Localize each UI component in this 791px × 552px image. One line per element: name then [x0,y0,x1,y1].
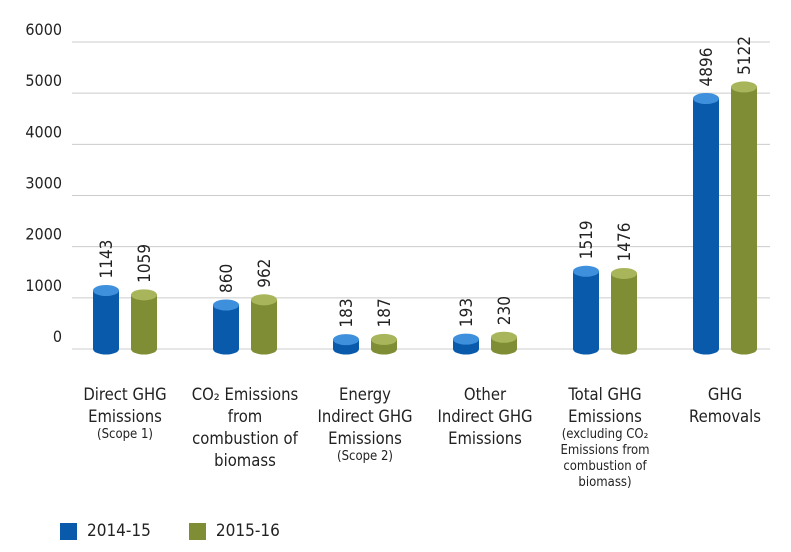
bar-base [573,343,599,355]
y-tick-label: 2000 [25,225,62,244]
bar [93,285,119,355]
value-label: 5122 [735,36,755,75]
bar-top [131,289,157,301]
category-label: CO₂ Emissions [192,385,299,404]
bar-base [251,343,277,355]
value-label: 4896 [697,48,717,87]
category-label: Emissions [88,407,162,426]
value-label: 962 [255,259,275,288]
bar [251,294,277,355]
category-label: combustion of [192,429,298,448]
legend-swatch-2014-15 [60,522,77,540]
y-tick-label: 4000 [25,122,62,141]
category-label: from [228,407,263,426]
value-label: 1059 [135,244,155,283]
y-axis-tick-labels: 0 1000 2000 3000 4000 5000 6000 [25,20,62,346]
bar-base [213,343,239,355]
category-sublabel: (excluding CO₂ [562,427,649,442]
bar [731,81,757,355]
bar-top [251,294,277,306]
bar [131,289,157,355]
bar-top [333,334,359,346]
category-label: biomass [214,451,276,470]
value-label: 860 [217,264,237,293]
bar-body [251,299,277,349]
y-tick-label: 0 [53,327,62,346]
y-tick-label: 5000 [25,71,62,90]
category-label: Removals [689,407,761,426]
value-label: 230 [495,296,515,325]
category-label: Direct GHG [83,385,166,404]
category-label: Energy [339,385,391,404]
value-label: 1143 [97,240,117,279]
bar-top [93,285,119,297]
bar [213,299,239,355]
bar-body [573,271,599,349]
bar-body [491,337,517,349]
bar-top [371,333,397,345]
bar-body [731,86,757,350]
bar-top [453,333,479,345]
category-label: Indirect GHG [437,407,532,426]
bar-body [611,273,637,349]
bar [491,331,517,355]
value-labels: 1143 860 183 193 1519 4896 1059 962 187 230 1476 51… [97,36,755,328]
y-tick-label: 1000 [25,276,62,295]
category-label: Emissions [568,407,642,426]
category-sublabel: (Scope 2) [337,449,393,464]
bar-top [573,265,599,277]
bars [93,81,757,355]
bar [573,265,599,355]
bar-base [453,343,479,355]
category-sublabel: biomass) [578,475,631,490]
bar-base [611,343,637,355]
bar-top [693,92,719,104]
bar-top [611,267,637,279]
value-label: 1476 [615,223,635,262]
bar [693,92,719,355]
legend-label-2015-16: 2015-16 [215,521,280,541]
legend-label-2014-15: 2014-15 [87,521,151,541]
value-label: 187 [375,298,395,327]
legend-swatch-2015-16 [188,522,206,540]
bar-body [131,294,157,349]
bar-body [93,290,119,349]
bar-base [491,343,517,355]
bar [453,333,479,355]
bar-base [131,343,157,355]
category-sublabel: (Scope 1) [97,427,153,442]
bar-body [693,98,719,349]
category-label: Total GHG [567,385,641,404]
category-label: Emissions [328,429,402,448]
category-label: Emissions [448,429,522,448]
category-label: GHG [708,385,742,404]
bar [371,333,397,355]
bar-base [731,343,757,355]
bar [611,267,637,355]
legend: 2014-15 2015-16 [60,521,280,541]
bar-base [93,343,119,355]
bar-body [213,304,239,349]
value-label: 193 [457,298,477,327]
bar [333,334,359,355]
y-tick-label: 3000 [25,174,62,193]
bar-base [693,343,719,355]
bar-base [371,343,397,355]
category-sublabel: Emissions from [560,443,649,458]
value-label: 183 [337,298,357,327]
bar-top [213,299,239,311]
legend-item-2015-16: 2015-16 [188,521,280,541]
bar-top [731,81,757,93]
bar-base [333,343,359,355]
category-label: Other [464,385,507,404]
gridlines [72,41,770,350]
bar-top [491,331,517,343]
value-label: 1519 [577,220,597,259]
category-sublabel: combustion of [563,459,647,474]
category-label: Indirect GHG [317,407,412,426]
legend-item-2014-15: 2014-15 [60,521,151,541]
y-tick-label: 6000 [25,20,62,39]
